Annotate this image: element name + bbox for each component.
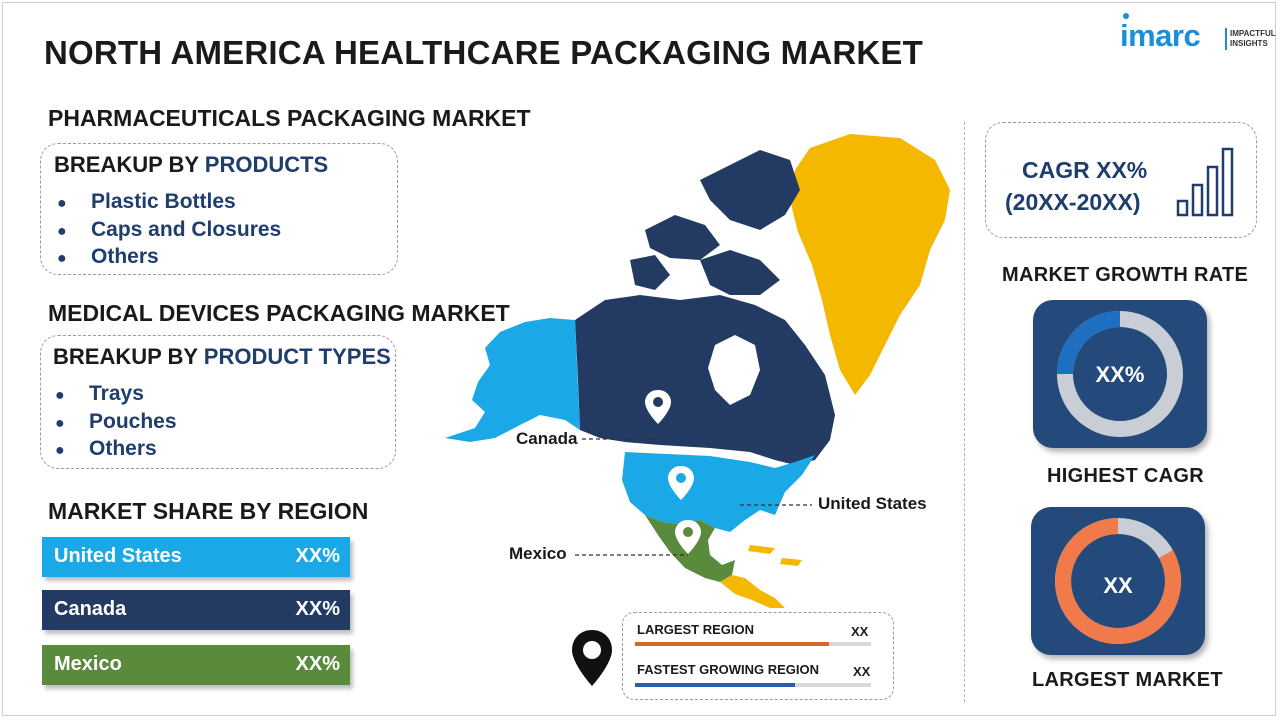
largest-region-value: XX — [851, 624, 869, 639]
growth-bars-icon — [1176, 147, 1234, 217]
highest-cagr-caption: HIGHEST CAGR — [1047, 465, 1204, 487]
arctic-islands-shape — [630, 255, 670, 290]
fastest-region-label: FASTEST GROWING REGION — [637, 662, 820, 677]
arctic-islands-shape — [700, 150, 800, 230]
region-bar-value: XX% — [295, 653, 340, 675]
page-title: NORTH AMERICA HEALTHCARE PACKAGING MARKE… — [44, 34, 923, 71]
devices-product-list: ● Trays ● Pouches ● Others — [55, 380, 177, 463]
central-america-shape — [720, 575, 785, 608]
mexico-pin-icon — [675, 520, 701, 554]
greenland-shape — [790, 134, 950, 395]
fastest-region-bar-fill — [635, 683, 796, 687]
map-label-canada: Canada — [516, 429, 578, 448]
logo-tagline-2: INSIGHTS — [1230, 39, 1268, 48]
hudson-bay-shape — [708, 335, 760, 405]
cagr-line-2: (20XX-20XX) — [1005, 189, 1141, 215]
pharma-breakup-highlight: PRODUCTS — [204, 152, 329, 177]
largest-market-donut — [1055, 518, 1182, 644]
fastest-region-value: XX — [853, 664, 871, 679]
largest-market-value: XX — [1103, 573, 1133, 598]
list-item: ● Plastic Bottles — [57, 188, 281, 216]
region-bar-label: Mexico — [54, 653, 122, 675]
caribbean-shape — [748, 545, 775, 554]
largest-market-card: XX — [1031, 507, 1205, 655]
region-bar-mexico: Mexico XX% — [42, 645, 350, 685]
bullet-icon: ● — [57, 250, 67, 267]
north-america-map — [445, 134, 950, 608]
logo-brand: imarc — [1120, 18, 1201, 53]
devices-breakup-box: BREAKUP BY PRODUCT TYPES ● Trays ● Pouches… — [40, 335, 396, 469]
list-item: ● Others — [57, 243, 281, 271]
list-item: ● Caps and Closures — [57, 216, 281, 244]
section-divider — [964, 122, 965, 702]
largest-market-caption: LARGEST MARKET — [1032, 669, 1223, 691]
bullet-icon: ● — [55, 414, 65, 432]
logo-tagline-1: IMPACTFUL — [1230, 29, 1276, 38]
arctic-islands-shape — [700, 250, 780, 295]
pharma-breakup-box: BREAKUP BY PRODUCTS ● Plastic Bottles ● Ca… — [40, 143, 398, 275]
region-bar-canada: Canada XX% — [42, 590, 350, 630]
bullet-icon: ● — [55, 387, 65, 404]
canada-shape — [575, 295, 835, 465]
alaska-shape — [445, 318, 580, 442]
list-item: ● Others — [55, 435, 177, 463]
large-pin-icon — [572, 630, 612, 686]
devices-section-title: MEDICAL DEVICES PACKAGING MARKET — [48, 300, 510, 326]
region-bar-value: XX% — [295, 598, 340, 620]
largest-region-label: LARGEST REGION — [637, 622, 755, 637]
cagr-box: CAGR XX% (20XX-20XX) — [985, 122, 1257, 238]
region-bar-value: XX% — [295, 545, 340, 567]
bullet-icon: ● — [57, 222, 67, 240]
region-legend-box: LARGEST REGION XX FASTEST GROWING REGION… — [622, 612, 894, 700]
bullet-icon: ● — [55, 442, 65, 459]
devices-breakup-heading: BREAKUP BY PRODUCT TYPES — [53, 344, 391, 370]
region-share-title: MARKET SHARE BY REGION — [48, 498, 369, 524]
pharma-breakup-prefix: BREAKUP BY — [54, 152, 205, 177]
arctic-islands-shape — [645, 215, 720, 260]
growth-rate-donut-segment — [1057, 311, 1121, 375]
fastest-region-bar — [635, 683, 871, 687]
pharma-section-title: PHARMACEUTICALS PACKAGING MARKET — [48, 105, 531, 131]
logo-divider — [1225, 28, 1227, 50]
growth-rate-donut — [1057, 311, 1183, 437]
united-states-pin-icon — [668, 466, 694, 500]
region-bar-label: United States — [54, 545, 182, 567]
region-bar-united-states: United States XX% — [42, 537, 350, 577]
devices-breakup-prefix: BREAKUP BY — [53, 344, 204, 369]
list-item: ● Trays — [55, 380, 177, 408]
largest-region-bar — [635, 642, 871, 646]
caribbean-shape — [780, 558, 802, 566]
growth-rate-value: XX% — [1095, 362, 1145, 387]
imarc-logo: imarc IMPACTFUL INSIGHTS — [1120, 13, 1276, 58]
pharma-product-list: ● Plastic Bottles ● Caps and Closures ● Oth… — [57, 188, 281, 271]
devices-breakup-highlight: PRODUCT TYPES — [203, 344, 391, 369]
largest-region-bar-fill — [635, 642, 829, 646]
list-item: ● Pouches — [55, 408, 177, 436]
map-label-mexico: Mexico — [509, 544, 567, 563]
largest-market-donut-segment — [1055, 518, 1182, 644]
region-bar-label: Canada — [54, 598, 127, 620]
canada-pin-icon — [645, 390, 671, 424]
bullet-icon: ● — [57, 195, 67, 212]
growth-rate-card: XX% — [1033, 300, 1207, 448]
map-label-united-states: United States — [818, 494, 927, 513]
cagr-line-1: CAGR XX% — [1022, 157, 1148, 183]
growth-rate-title: MARKET GROWTH RATE — [1002, 264, 1249, 286]
logo-dot — [1123, 13, 1129, 19]
pharma-breakup-heading: BREAKUP BY PRODUCTS — [54, 152, 328, 178]
